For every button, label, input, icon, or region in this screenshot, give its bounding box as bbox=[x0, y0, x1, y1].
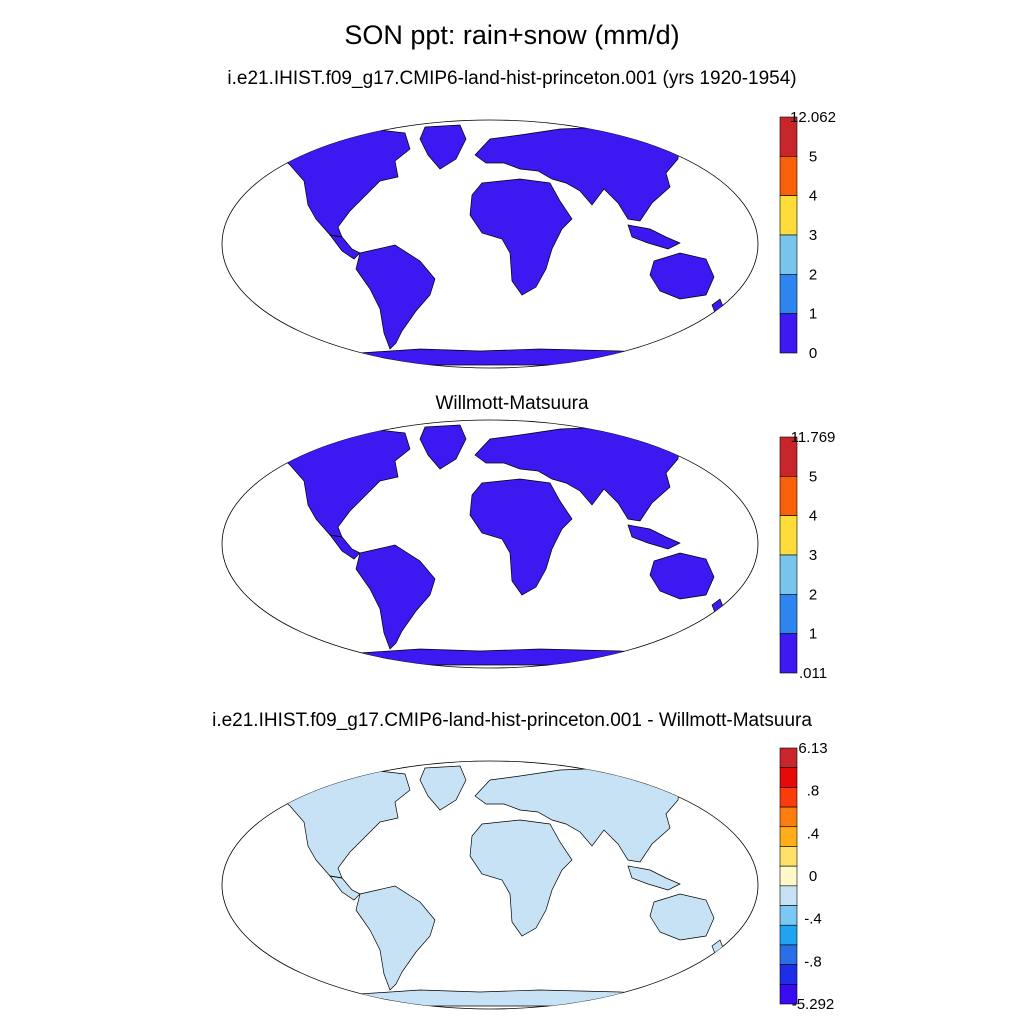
colorbar-2-label: 11.769 bbox=[791, 429, 836, 446]
colorbar-3-label: 6.13 bbox=[798, 740, 827, 757]
colorbar-1-box bbox=[779, 313, 798, 354]
colorbar-3-box bbox=[779, 787, 798, 808]
colorbar-2-box bbox=[779, 594, 798, 634]
colorbar-3-label: -.4 bbox=[804, 911, 822, 928]
colorbar-3-box bbox=[779, 846, 798, 867]
colorbar-3-box bbox=[779, 885, 798, 906]
panel-1-title: i.e21.IHIST.f09_g17.CMIP6-land-hist-prin… bbox=[227, 68, 797, 89]
colorbar-2-box bbox=[779, 476, 798, 516]
colorbar-1-box bbox=[779, 156, 798, 196]
colorbar-1-label: 3 bbox=[809, 227, 817, 244]
colorbar-3-box bbox=[779, 924, 798, 946]
colorbar-3-box bbox=[779, 865, 798, 887]
colorbar-2-label: 3 bbox=[809, 547, 817, 564]
colorbar-3-box bbox=[779, 767, 798, 788]
colorbar-2-box bbox=[779, 554, 798, 595]
colorbar-3-label: .4 bbox=[807, 825, 820, 842]
colorbar-2-box bbox=[779, 515, 798, 556]
colorbar-3-box bbox=[779, 905, 798, 926]
colorbar-3-label: 0 bbox=[809, 868, 817, 885]
colorbar-3-box bbox=[779, 806, 798, 828]
map-panel-1 bbox=[221, 119, 759, 369]
colorbar-3-box bbox=[779, 984, 798, 1005]
colorbar-1-label: 1 bbox=[809, 306, 817, 323]
map-panel-3 bbox=[221, 760, 759, 1010]
colorbar-3-box bbox=[779, 944, 798, 965]
colorbar-1-box bbox=[779, 195, 798, 236]
colorbar-2-label: 5 bbox=[809, 468, 817, 485]
colorbar-1-label: 4 bbox=[809, 188, 817, 205]
colorbar-1-label: 2 bbox=[809, 266, 817, 283]
colorbar-1-label: 12.062 bbox=[790, 109, 836, 126]
colorbar-3-label: -5.292 bbox=[792, 996, 835, 1013]
map-panel-2 bbox=[221, 419, 759, 669]
colorbar-2-box bbox=[779, 633, 798, 674]
colorbar-2-label: 2 bbox=[809, 586, 817, 603]
panel-2-title: Willmott-Matsuura bbox=[435, 393, 589, 414]
panel-3-title: i.e21.IHIST.f09_g17.CMIP6-land-hist-prin… bbox=[212, 710, 812, 731]
colorbar-1-label: 0 bbox=[809, 345, 817, 362]
colorbar-1-box bbox=[779, 234, 798, 275]
colorbar-3-label: .8 bbox=[807, 783, 820, 800]
colorbar-1-box bbox=[779, 274, 798, 314]
colorbar-3-box bbox=[779, 826, 798, 847]
main-title: SON ppt: rain+snow (mm/d) bbox=[344, 20, 680, 50]
colorbar-2-label: 4 bbox=[809, 508, 817, 525]
colorbar-2-label: 1 bbox=[809, 626, 817, 643]
colorbar-3-box bbox=[779, 964, 798, 985]
colorbar-1-label: 5 bbox=[809, 148, 817, 165]
colorbar-3-label: -.8 bbox=[804, 953, 822, 970]
colorbar-3-box bbox=[779, 747, 798, 768]
colorbar-2-label: .011 bbox=[799, 665, 827, 682]
